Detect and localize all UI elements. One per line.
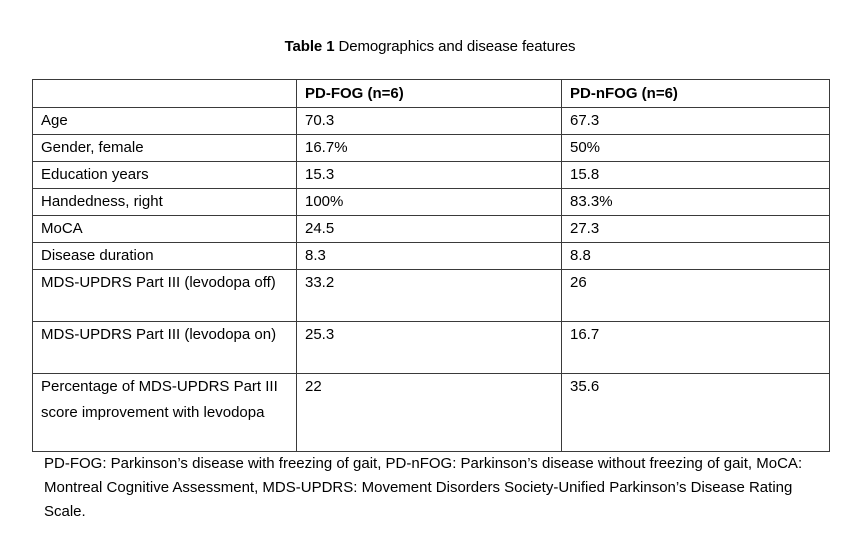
cell-pd-fog: 15.3 [296, 161, 562, 189]
row-label: Percentage of MDS-UPDRS Part III score i… [32, 373, 297, 452]
demographics-table: PD-FOG (n=6) PD-nFOG (n=6) Age 70.3 67.3… [32, 79, 830, 452]
table-row: MDS-UPDRS Part III (levodopa off) 33.2 2… [32, 269, 830, 322]
table-row: Gender, female 16.7% 50% [32, 134, 830, 162]
cell-pd-fog: 70.3 [296, 107, 562, 135]
row-label: Age [32, 107, 297, 135]
row-label: Disease duration [32, 242, 297, 270]
cell-pd-fog: 100% [296, 188, 562, 216]
table-footnote: PD-FOG: Parkinson’s disease with freezin… [44, 455, 803, 520]
header-cell-blank [32, 79, 297, 108]
cell-pd-fog: 22 [296, 373, 562, 452]
table-caption-text: Demographics and disease features [334, 38, 576, 55]
table-caption-label: Table 1 [284, 38, 335, 55]
row-label: MoCA [32, 215, 297, 243]
table-row: MDS-UPDRS Part III (levodopa on) 25.3 16… [32, 321, 830, 374]
row-label: MDS-UPDRS Part III (levodopa off) [32, 269, 297, 322]
cell-pd-nfog: 27.3 [561, 215, 830, 243]
table-row: MoCA 24.5 27.3 [32, 215, 830, 243]
row-label: Education years [32, 161, 297, 189]
cell-pd-fog: 24.5 [296, 215, 562, 243]
row-label: Gender, female [32, 134, 297, 162]
cell-pd-fog: 33.2 [296, 269, 562, 322]
header-cell-pd-fog: PD-FOG (n=6) [296, 79, 562, 108]
header-cell-pd-nfog: PD-nFOG (n=6) [561, 79, 830, 108]
cell-pd-nfog: 16.7 [561, 321, 830, 374]
row-label: Handedness, right [32, 188, 297, 216]
table-row: Disease duration 8.3 8.8 [32, 242, 830, 270]
cell-pd-nfog: 8.8 [561, 242, 830, 270]
cell-pd-nfog: 26 [561, 269, 830, 322]
cell-pd-fog: 8.3 [296, 242, 562, 270]
cell-pd-nfog: 50% [561, 134, 830, 162]
cell-pd-fog: 25.3 [296, 321, 562, 374]
cell-pd-nfog: 67.3 [561, 107, 830, 135]
table-row: Education years 15.3 15.8 [32, 161, 830, 189]
row-label: MDS-UPDRS Part III (levodopa on) [32, 321, 297, 374]
cell-pd-nfog: 83.3% [561, 188, 830, 216]
table-caption: Table 1 Demographics and disease feature… [0, 37, 860, 57]
table-row: Age 70.3 67.3 [32, 107, 830, 135]
table-row: Handedness, right 100% 83.3% [32, 188, 830, 216]
cell-pd-nfog: 35.6 [561, 373, 830, 452]
cell-pd-fog: 16.7% [296, 134, 562, 162]
table-row: Percentage of MDS-UPDRS Part III score i… [32, 373, 830, 452]
cell-pd-nfog: 15.8 [561, 161, 830, 189]
table-header-row: PD-FOG (n=6) PD-nFOG (n=6) [32, 79, 830, 108]
